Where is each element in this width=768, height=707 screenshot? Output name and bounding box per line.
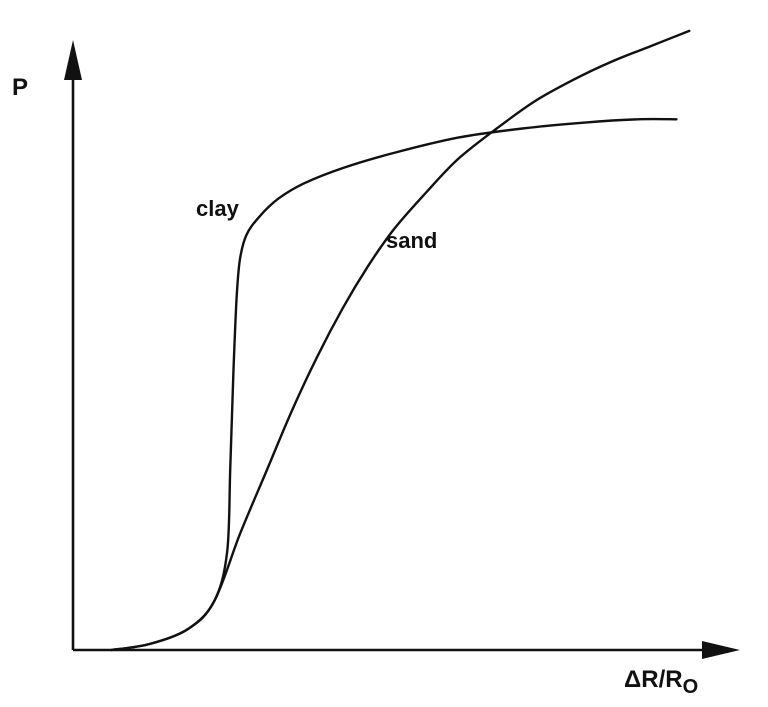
series-label-sand: sand <box>386 228 438 253</box>
x-axis-label-main: ΔR/R <box>624 666 683 693</box>
x-axis-label-subscript: O <box>682 676 699 698</box>
y-axis-label: P <box>12 74 29 101</box>
series-layer <box>110 29 691 652</box>
x-axis-arrow-icon <box>702 641 740 659</box>
x-axis-label: ΔR/RO <box>624 666 698 698</box>
series-label-clay: clay <box>196 196 239 221</box>
series-line-sand <box>110 29 691 652</box>
y-axis-arrow-icon <box>64 40 82 80</box>
